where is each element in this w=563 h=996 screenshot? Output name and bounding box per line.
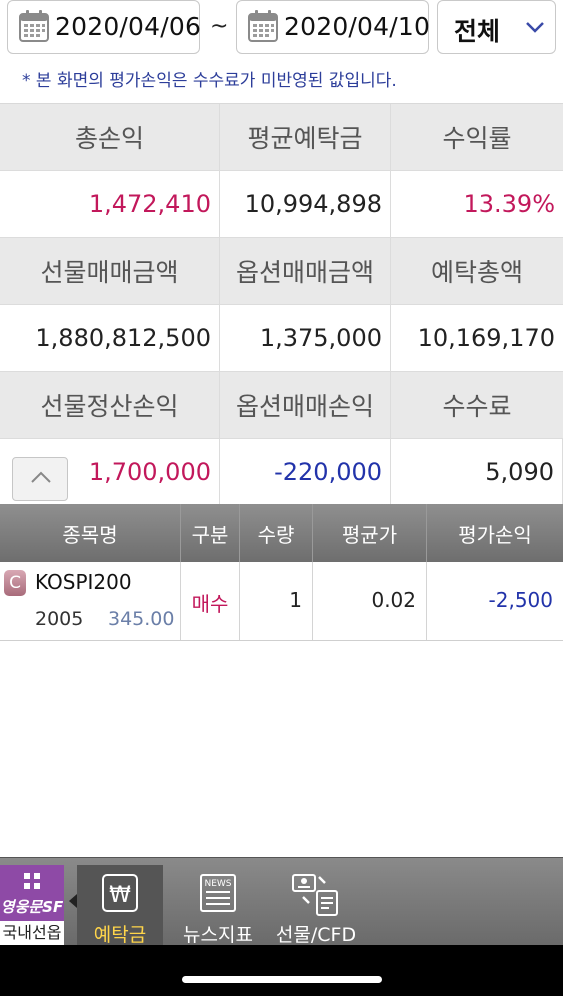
avg-deposit-value: 10,994,898 bbox=[220, 171, 391, 237]
quantity: 1 bbox=[289, 588, 302, 612]
date-range-bar: 2020/04/06 ~ 2020/04/10 전체 bbox=[0, 0, 563, 58]
instrument-symbol: KOSPI200 bbox=[35, 570, 132, 594]
chevron-down-icon bbox=[526, 22, 544, 33]
summary-label: 수수료 bbox=[442, 392, 512, 421]
summary-label: 평균예탁금 bbox=[220, 104, 391, 170]
brand-logo: 영웅문SF bbox=[0, 865, 64, 921]
start-date-picker[interactable]: 2020/04/06 bbox=[7, 0, 202, 54]
calendar-icon bbox=[19, 10, 49, 42]
column-header: 평균가 bbox=[313, 504, 427, 562]
won-icon: ₩ bbox=[102, 874, 138, 912]
instrument-strike: 345.00 bbox=[108, 608, 175, 630]
return-rate-value: 13.39% bbox=[463, 190, 555, 218]
bottom-tab-bar: 영웅문SF 국내선옵 ₩ 예탁금 NEWS 뉴스지표 bbox=[0, 857, 563, 973]
summary-label: 옵션매매금액 bbox=[220, 238, 391, 304]
system-home-area bbox=[0, 945, 563, 996]
column-header: 구분 bbox=[181, 504, 240, 562]
total-deposit-value: 10,169,170 bbox=[417, 324, 555, 352]
table-header: 종목명 구분 수량 평균가 평가손익 bbox=[0, 504, 563, 562]
options-trade-pnl-value: -220,000 bbox=[220, 439, 391, 505]
filter-selected-value: 전체 bbox=[454, 17, 501, 46]
pnl-cell: -2,500 bbox=[427, 562, 563, 640]
tab-news-indicators[interactable]: NEWS 뉴스지표 bbox=[172, 865, 264, 946]
trade-side: 매수 bbox=[191, 592, 229, 616]
instrument-cell: C KOSPI200 2005 345.00 bbox=[0, 562, 181, 640]
svg-text:₩: ₩ bbox=[109, 883, 131, 908]
tab-label: 뉴스지표 bbox=[183, 924, 253, 946]
column-header: 평가손익 bbox=[458, 522, 532, 547]
brand-name: 영웅문SF bbox=[0, 898, 64, 916]
tab-label: 예탁금 bbox=[93, 924, 147, 946]
tab-deposit[interactable]: ₩ 예탁금 bbox=[77, 865, 163, 946]
news-icon-text: NEWS bbox=[204, 879, 231, 889]
avg-price-cell: 0.02 bbox=[313, 562, 427, 640]
futures-trade-amount-value: 1,880,812,500 bbox=[0, 305, 220, 371]
summary-label: 선물정산손익 bbox=[0, 372, 220, 438]
summary-label: 선물매매금액 bbox=[0, 238, 220, 304]
chevron-up-icon bbox=[31, 471, 51, 483]
evaluation-pnl: -2,500 bbox=[488, 588, 553, 612]
summary-value-row: 1,880,812,500 1,375,000 10,169,170 bbox=[0, 305, 563, 372]
start-date-text: 2020/04/06 bbox=[55, 12, 202, 41]
home-indicator[interactable] bbox=[182, 976, 382, 983]
transfer-icon bbox=[292, 874, 338, 916]
qty-cell: 1 bbox=[240, 562, 313, 640]
summary-label: 수익률 bbox=[442, 124, 512, 153]
filter-dropdown[interactable]: 전체 bbox=[437, 0, 556, 54]
side-cell: 매수 bbox=[181, 562, 240, 640]
collapse-arrow-icon[interactable] bbox=[69, 894, 77, 908]
summary-label: 옵션매매손익 bbox=[220, 372, 391, 438]
table-row[interactable]: C KOSPI200 2005 345.00 매수 1 0.02 -2,500 bbox=[0, 562, 563, 641]
calendar-icon bbox=[248, 10, 278, 42]
average-price: 0.02 bbox=[371, 588, 416, 612]
futures-settlement-pnl-value: 1,700,000 bbox=[0, 439, 220, 505]
end-date-text: 2020/04/10 bbox=[284, 12, 431, 41]
date-separator: ~ bbox=[210, 14, 229, 39]
summary-value-row: 1,700,000 -220,000 5,090 bbox=[0, 439, 563, 506]
summary-label: 총손익 bbox=[0, 104, 220, 170]
holdings-table: 종목명 구분 수량 평균가 평가손익 C KOSPI200 2005 345.0… bbox=[0, 504, 563, 641]
tab-futures-cfd-collateral[interactable]: 선물/CFD대용 bbox=[270, 865, 362, 973]
notice-text: * 본 화면의 평가손익은 수수료가 미반영된 값입니다. bbox=[22, 71, 397, 91]
summary-header-row: 선물정산손익 옵션매매손익 수수료 bbox=[0, 372, 563, 439]
summary-value-row: 1,472,410 10,994,898 13.39% bbox=[0, 171, 563, 238]
end-date-picker[interactable]: 2020/04/10 bbox=[236, 0, 431, 54]
options-trade-amount-value: 1,375,000 bbox=[220, 305, 391, 371]
total-pnl-value: 1,472,410 bbox=[0, 171, 220, 237]
news-icon: NEWS bbox=[200, 874, 236, 912]
call-option-badge: C bbox=[4, 570, 26, 596]
summary-grid: 총손익 평균예탁금 수익률 1,472,410 10,994,898 13.39… bbox=[0, 103, 563, 506]
column-header: 수량 bbox=[240, 504, 313, 562]
brand-category: 국내선옵 bbox=[0, 921, 64, 945]
column-header: 종목명 bbox=[0, 504, 181, 562]
summary-header-row: 총손익 평균예탁금 수익률 bbox=[0, 104, 563, 171]
instrument-expiry: 2005 bbox=[35, 608, 84, 630]
summary-header-row: 선물매매금액 옵션매매금액 예탁총액 bbox=[0, 238, 563, 305]
collapse-summary-button[interactable] bbox=[12, 457, 68, 501]
app-menu-button[interactable]: 영웅문SF 국내선옵 bbox=[0, 865, 64, 945]
summary-label: 예탁총액 bbox=[430, 258, 523, 287]
grid-menu-icon bbox=[24, 873, 40, 889]
commission-value: 5,090 bbox=[391, 439, 563, 505]
